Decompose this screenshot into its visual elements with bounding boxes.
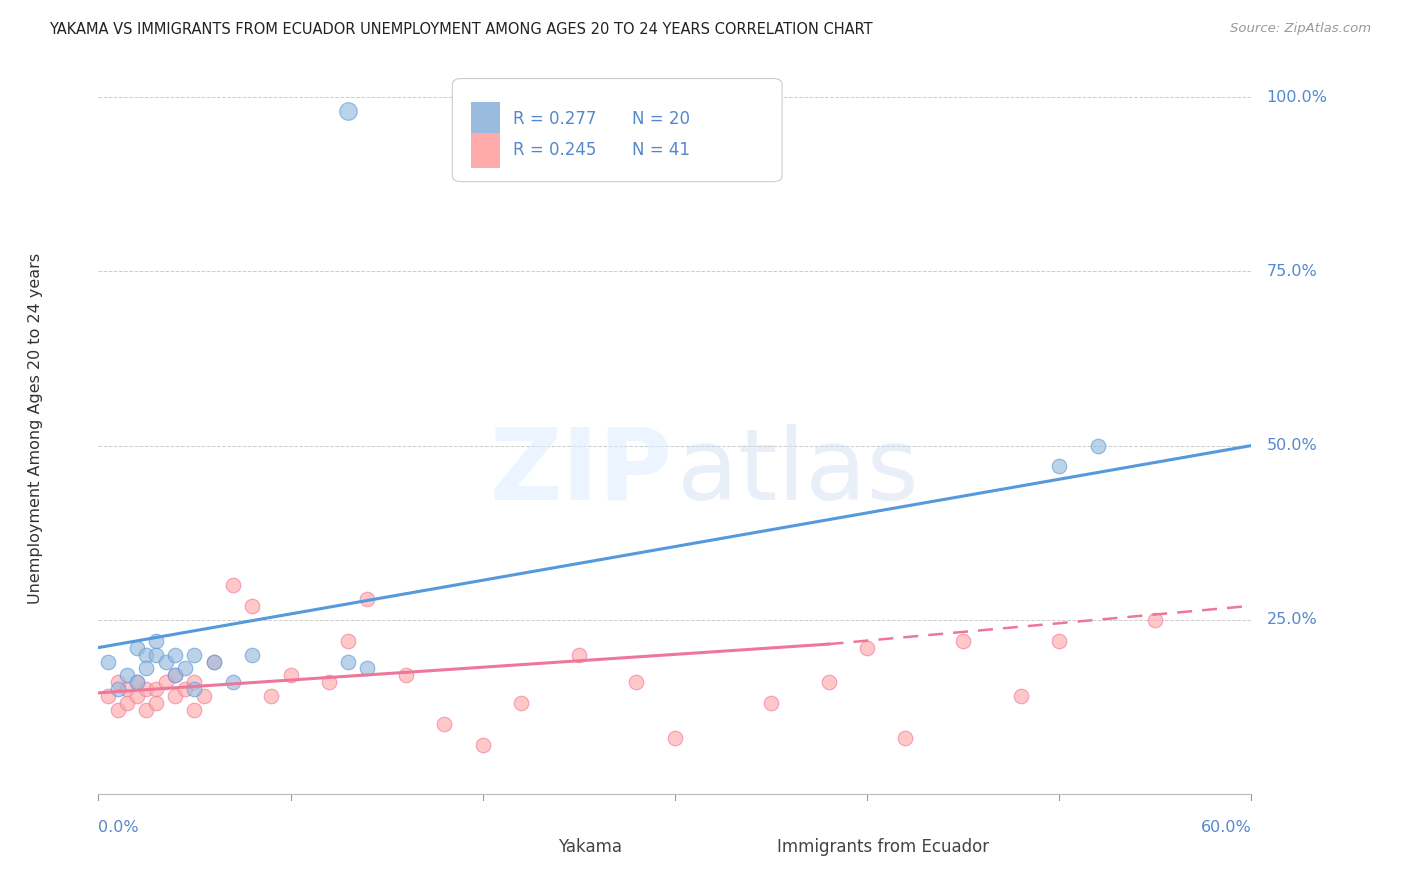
Point (202, 655, 225, 669)
Point (135, 703, 157, 717)
Point (433, 717, 456, 731)
Point (183, 703, 205, 717)
Point (165, 648, 187, 662)
Point (280, 668, 302, 682)
Text: Yakama: Yakama (558, 838, 621, 855)
Point (817, 675, 839, 690)
Point (337, 655, 360, 669)
Point (337, 104, 360, 119)
Point (183, 675, 205, 690)
Text: 25.0%: 25.0% (1267, 612, 1317, 627)
Point (117, 682, 139, 697)
Point (664, 731, 686, 746)
Point (183, 682, 205, 697)
Point (97, 655, 120, 669)
Point (155, 655, 177, 669)
Text: 50.0%: 50.0% (1267, 438, 1317, 453)
Point (145, 633, 167, 648)
Point (759, 696, 782, 710)
Point (356, 591, 378, 606)
Point (125, 675, 148, 690)
Text: N = 41: N = 41 (633, 141, 690, 159)
Point (337, 633, 360, 648)
Text: Source: ZipAtlas.com: Source: ZipAtlas.com (1230, 22, 1371, 36)
Bar (471, 133, 499, 168)
Bar (513, 834, 544, 859)
Text: 0.0%: 0.0% (98, 821, 139, 835)
Point (202, 655, 225, 669)
Point (952, 633, 974, 648)
Point (135, 682, 157, 697)
Point (1047, 459, 1070, 474)
Point (240, 648, 263, 662)
Point (145, 682, 167, 697)
Point (318, 675, 340, 690)
Point (117, 696, 139, 710)
Text: R = 0.245: R = 0.245 (513, 141, 596, 159)
Point (626, 675, 648, 690)
Point (260, 690, 283, 704)
Point (135, 661, 157, 675)
Text: R = 0.277: R = 0.277 (513, 110, 596, 128)
Point (240, 599, 263, 613)
Point (97, 690, 120, 704)
Point (107, 703, 129, 717)
Point (145, 696, 167, 710)
Point (1144, 613, 1167, 627)
Text: atlas: atlas (678, 424, 918, 521)
Point (174, 682, 197, 697)
Point (107, 675, 129, 690)
Point (222, 578, 245, 592)
Point (1087, 439, 1109, 453)
Text: YAKAMA VS IMMIGRANTS FROM ECUADOR UNEMPLOYMENT AMONG AGES 20 TO 24 YEARS CORRELA: YAKAMA VS IMMIGRANTS FROM ECUADOR UNEMPL… (49, 22, 873, 37)
Point (135, 648, 157, 662)
Text: Unemployment Among Ages 20 to 24 years: Unemployment Among Ages 20 to 24 years (28, 252, 42, 604)
Point (183, 648, 205, 662)
Bar (471, 102, 499, 136)
Point (894, 731, 917, 746)
Bar (733, 834, 763, 859)
Point (174, 661, 197, 675)
Point (125, 690, 148, 704)
Text: ZIP: ZIP (489, 424, 672, 521)
Point (125, 640, 148, 655)
Point (155, 675, 177, 690)
FancyBboxPatch shape (453, 78, 782, 182)
Point (117, 668, 139, 682)
Text: N = 20: N = 20 (633, 110, 690, 128)
Point (395, 668, 418, 682)
Point (356, 661, 378, 675)
Point (856, 640, 879, 655)
Point (165, 690, 187, 704)
Text: 75.0%: 75.0% (1267, 264, 1317, 279)
Point (193, 690, 215, 704)
Point (1047, 633, 1070, 648)
Point (125, 675, 148, 690)
Point (165, 668, 187, 682)
Point (222, 675, 245, 690)
Text: 60.0%: 60.0% (1201, 821, 1251, 835)
Point (107, 682, 129, 697)
Point (1010, 690, 1032, 704)
Point (165, 668, 187, 682)
Point (145, 648, 167, 662)
Point (568, 648, 591, 662)
Text: 100.0%: 100.0% (1267, 90, 1327, 104)
Point (471, 738, 494, 752)
Text: Immigrants from Ecuador: Immigrants from Ecuador (776, 838, 988, 855)
Point (510, 696, 533, 710)
